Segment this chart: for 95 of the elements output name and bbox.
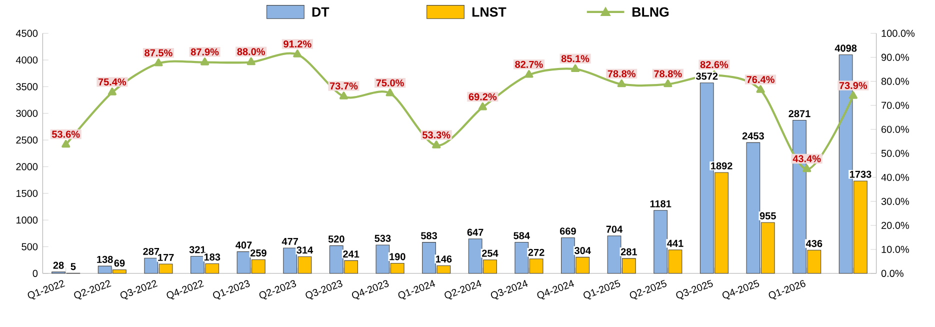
point bbox=[478, 102, 487, 110]
data-label: 441 bbox=[667, 240, 684, 247]
y2-tick-label: 50.0% bbox=[881, 150, 910, 158]
data-label: 75.4% bbox=[98, 78, 126, 86]
y-tick-label: 1000 bbox=[16, 216, 38, 224]
data-label: 321 bbox=[189, 246, 206, 254]
data-label: 2871 bbox=[788, 110, 810, 118]
data-label: 647 bbox=[467, 228, 484, 236]
data-label: 520 bbox=[328, 236, 344, 243]
data-label: 1181 bbox=[650, 200, 672, 208]
data-label: 82.7% bbox=[515, 60, 543, 68]
data-label: 259 bbox=[250, 250, 266, 257]
point bbox=[848, 91, 858, 100]
point bbox=[62, 140, 70, 148]
data-label: 304 bbox=[574, 247, 591, 254]
y2-tick-label: 10.0% bbox=[882, 246, 910, 254]
data-label: 53.6% bbox=[52, 130, 80, 138]
data-label: 281 bbox=[620, 248, 637, 256]
y2-tick-label: 30.0% bbox=[881, 198, 910, 206]
data-label: 91.2% bbox=[284, 40, 312, 48]
data-label: 138 bbox=[97, 256, 113, 264]
data-label: 87.5% bbox=[144, 49, 172, 57]
data-label: 4098 bbox=[834, 44, 857, 52]
point bbox=[386, 88, 394, 96]
data-label: 76.4% bbox=[746, 76, 774, 84]
data-label: 287 bbox=[143, 248, 160, 256]
legend-label: LNST bbox=[472, 7, 506, 17]
point bbox=[664, 80, 672, 88]
data-label: 272 bbox=[528, 248, 544, 256]
data-label: 69.2% bbox=[468, 93, 497, 100]
data-label: 436 bbox=[806, 240, 822, 248]
data-label: 533 bbox=[374, 234, 391, 242]
data-label: 78.8% bbox=[608, 70, 636, 78]
y2-tick-label: 0.0% bbox=[881, 270, 904, 278]
point bbox=[524, 70, 534, 78]
point bbox=[108, 88, 116, 96]
y2-tick-label: 60.0% bbox=[882, 126, 910, 134]
point bbox=[293, 50, 302, 58]
data-label: 87.9% bbox=[190, 48, 219, 56]
point bbox=[756, 85, 765, 94]
data-label: 69 bbox=[114, 260, 125, 267]
data-label: 1892 bbox=[711, 162, 732, 170]
data-label: 85.1% bbox=[561, 55, 590, 62]
y-tick-label: 1500 bbox=[16, 190, 38, 198]
data-label: 1733 bbox=[850, 170, 872, 178]
point bbox=[246, 57, 256, 66]
point bbox=[200, 58, 210, 66]
data-label: 75.0% bbox=[376, 79, 404, 87]
data-label: 146 bbox=[436, 256, 452, 263]
data-label: 407 bbox=[236, 242, 252, 249]
data-label: 955 bbox=[760, 212, 776, 220]
y-tick-label: 0 bbox=[32, 270, 38, 278]
y-tick-label: 3000 bbox=[16, 110, 38, 118]
y2-tick-label: 40.0% bbox=[881, 174, 910, 182]
data-label: 73.9% bbox=[839, 82, 868, 90]
point bbox=[802, 164, 812, 172]
data-label: 43.4% bbox=[792, 155, 821, 162]
data-label: 669 bbox=[560, 228, 576, 235]
y2-tick-label: 100.0% bbox=[882, 30, 915, 37]
y-tick-label: 4000 bbox=[16, 56, 38, 64]
data-label: 53.3% bbox=[422, 132, 450, 139]
data-label: 78.8% bbox=[654, 70, 682, 78]
y-tick-label: 2500 bbox=[16, 136, 38, 144]
y-tick-label: 500 bbox=[22, 243, 38, 250]
y2-tick-label: 20.0% bbox=[882, 222, 910, 230]
data-label: 88.0% bbox=[237, 48, 266, 56]
data-label: 583 bbox=[420, 232, 437, 240]
data-label: 82.6% bbox=[700, 61, 728, 68]
point bbox=[339, 92, 348, 100]
data-label: 254 bbox=[482, 250, 498, 257]
data-label: 477 bbox=[282, 238, 298, 246]
point bbox=[570, 64, 580, 72]
data-label: 704 bbox=[606, 226, 623, 233]
data-label: 2453 bbox=[742, 132, 764, 140]
data-label: 190 bbox=[390, 253, 406, 260]
data-label: 5 bbox=[70, 263, 76, 270]
y-tick-label: 2000 bbox=[16, 163, 38, 170]
y2-tick-label: 80.0% bbox=[881, 78, 910, 86]
y-tick-label: 4500 bbox=[16, 30, 38, 37]
point bbox=[432, 140, 441, 148]
point bbox=[617, 80, 626, 88]
data-label: 584 bbox=[514, 232, 530, 240]
data-label: 28 bbox=[53, 262, 64, 269]
legend-label: BLNG bbox=[632, 7, 669, 17]
point bbox=[154, 58, 163, 66]
data-label: 241 bbox=[343, 250, 360, 258]
data-label: 3572 bbox=[696, 72, 718, 80]
data-label: 183 bbox=[204, 254, 220, 261]
y2-tick-label: 70.0% bbox=[882, 102, 910, 110]
legend-label: DT bbox=[312, 8, 330, 17]
y2-tick-label: 90.0% bbox=[881, 54, 910, 61]
data-label: 314 bbox=[296, 246, 314, 254]
data-label: 73.7% bbox=[330, 82, 358, 90]
data-label: 177 bbox=[158, 254, 174, 262]
y-tick-label: 3500 bbox=[16, 83, 38, 90]
